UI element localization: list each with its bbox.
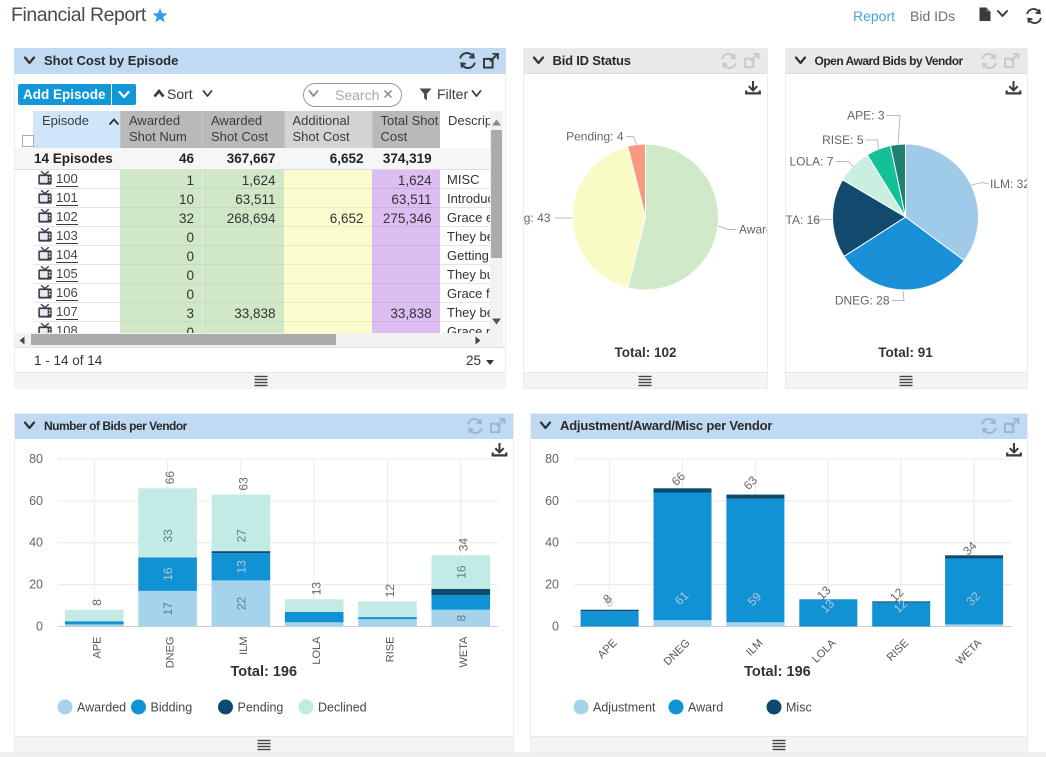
- svg-text:APE: 3: APE: 3: [847, 109, 885, 123]
- svg-text:WETA: WETA: [954, 637, 985, 668]
- svg-text:60: 60: [545, 494, 559, 508]
- svg-text:ILM: ILM: [744, 637, 765, 658]
- svg-text:34: 34: [456, 538, 470, 552]
- svg-text:RISE: 5: RISE: 5: [822, 133, 864, 147]
- svg-text:g: 43: g: 43: [523, 211, 550, 225]
- svg-text:Pending: Pending: [238, 701, 284, 715]
- svg-text:Awarded: 55: Awarded: 55: [739, 223, 767, 237]
- svg-text:0: 0: [552, 620, 559, 634]
- svg-text:40: 40: [545, 536, 559, 550]
- svg-text:Bidding: Bidding: [151, 701, 193, 715]
- svg-text:16: 16: [454, 565, 468, 579]
- svg-text:66: 66: [163, 471, 177, 485]
- svg-text:22: 22: [234, 596, 248, 610]
- svg-text:66: 66: [669, 469, 689, 489]
- svg-text:63: 63: [741, 473, 761, 493]
- svg-text:DNEG: 28: DNEG: 28: [834, 294, 889, 308]
- svg-text:RISE: RISE: [385, 637, 397, 663]
- svg-text:60: 60: [29, 494, 43, 508]
- svg-text:LOLA: LOLA: [810, 637, 839, 666]
- svg-text:8: 8: [90, 599, 104, 606]
- svg-text:13: 13: [234, 560, 248, 574]
- svg-text:LOLA: LOLA: [311, 636, 323, 665]
- svg-text:DNEG: DNEG: [662, 637, 693, 668]
- svg-text:33: 33: [161, 529, 175, 543]
- svg-text:Award: Award: [688, 701, 723, 715]
- svg-text:LOLA: 7: LOLA: 7: [789, 155, 833, 169]
- svg-text:RISE: RISE: [885, 637, 912, 664]
- svg-text:80: 80: [29, 452, 43, 466]
- svg-text:20: 20: [29, 578, 43, 592]
- svg-text:Total: 196: Total: 196: [230, 664, 297, 680]
- svg-text:34: 34: [960, 539, 980, 559]
- svg-text:DNEG: DNEG: [165, 637, 177, 669]
- svg-text:Total: 196: Total: 196: [744, 664, 811, 680]
- svg-text:40: 40: [29, 536, 43, 550]
- svg-text:12: 12: [383, 584, 397, 598]
- svg-text:Declined: Declined: [318, 701, 367, 715]
- svg-text:Total: 91: Total: 91: [878, 345, 933, 360]
- svg-text:27: 27: [234, 529, 248, 543]
- svg-text:Awarded: Awarded: [77, 701, 126, 715]
- svg-text:8: 8: [454, 614, 468, 621]
- svg-text:TA: 16: TA: 16: [785, 213, 820, 227]
- svg-text:APE: APE: [91, 637, 103, 659]
- svg-text:80: 80: [545, 452, 559, 466]
- svg-text:APE: APE: [596, 637, 620, 661]
- svg-text:17: 17: [161, 602, 175, 616]
- svg-text:ILM: ILM: [238, 637, 250, 655]
- svg-text:16: 16: [161, 567, 175, 581]
- svg-text:Misc: Misc: [786, 701, 812, 715]
- svg-text:20: 20: [545, 578, 559, 592]
- svg-text:13: 13: [310, 582, 324, 596]
- svg-text:Pending: 4: Pending: 4: [566, 130, 624, 144]
- svg-text:Total: 102: Total: 102: [614, 345, 676, 360]
- svg-text:ILM: 32: ILM: 32: [990, 177, 1028, 191]
- svg-text:WETA: WETA: [458, 636, 470, 668]
- svg-text:0: 0: [36, 620, 43, 634]
- svg-text:63: 63: [236, 477, 250, 491]
- svg-text:Adjustment: Adjustment: [593, 701, 656, 715]
